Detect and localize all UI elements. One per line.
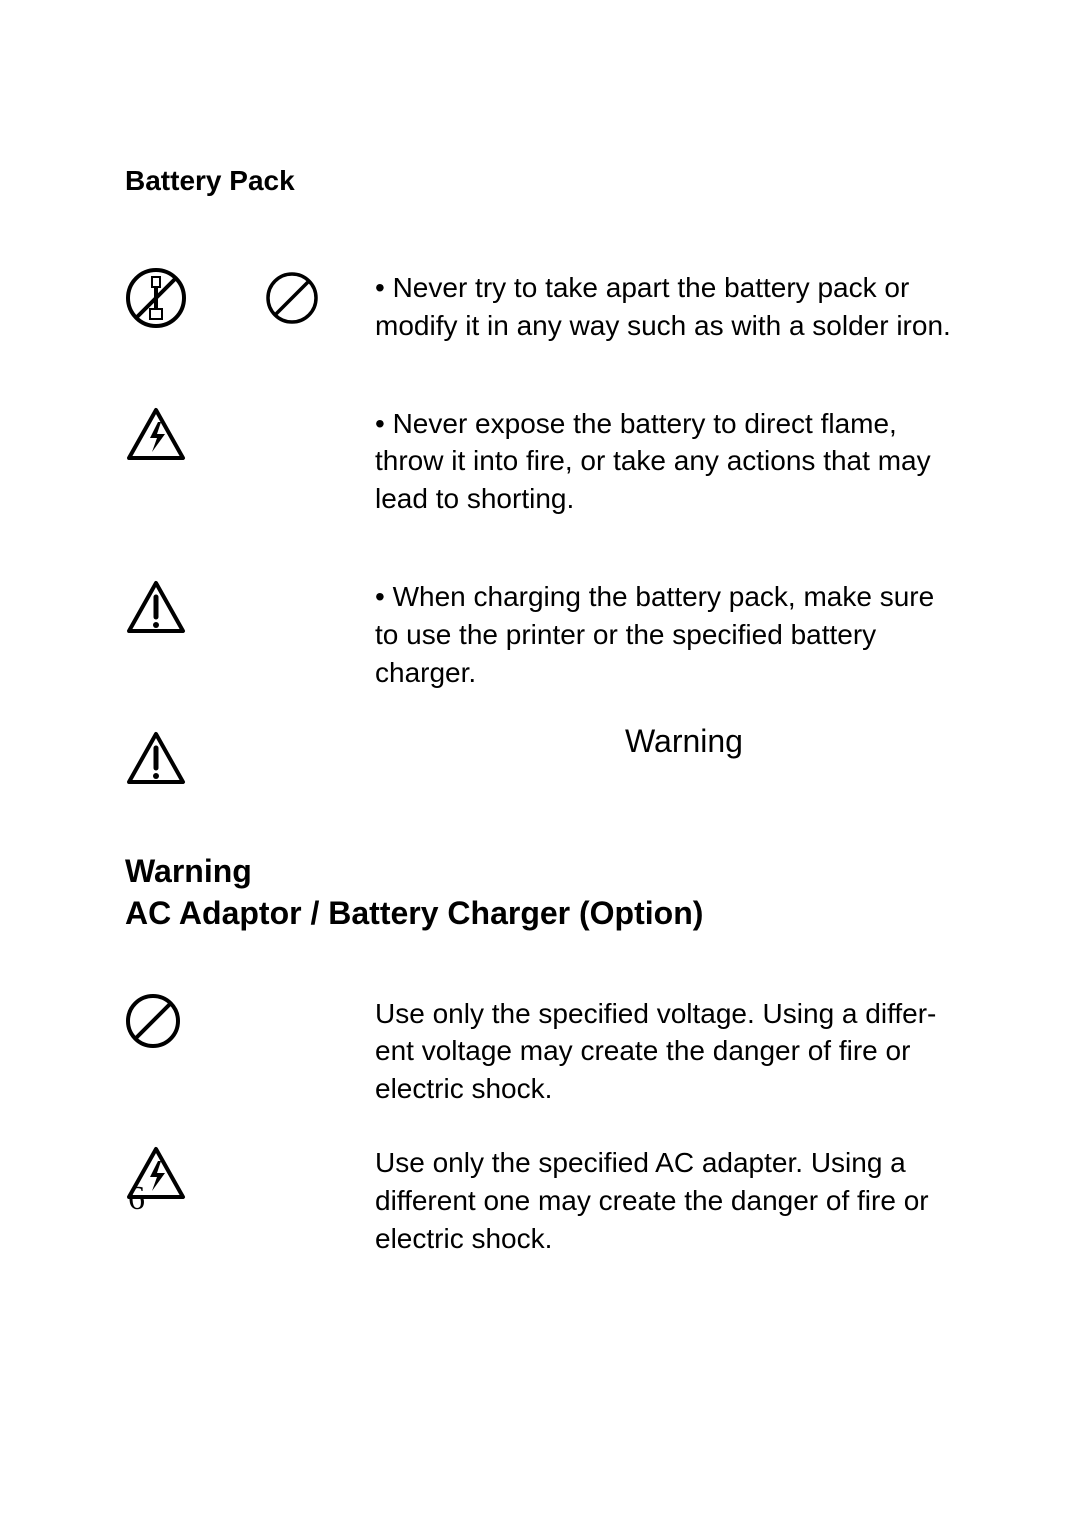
shock-warning-icon xyxy=(125,403,187,465)
adaptor-item-2: Use only the specified AC adapter. Using… xyxy=(125,1142,955,1257)
icon-column xyxy=(125,993,375,1049)
icon-column xyxy=(125,576,375,638)
icon-column xyxy=(125,727,375,789)
no-disassemble-icon xyxy=(125,267,187,329)
battery-item-2: • Never expose the battery to direct fla… xyxy=(125,403,955,518)
caution-icon xyxy=(125,727,187,789)
icon-column xyxy=(125,1142,375,1204)
adaptor-section: Warning AC Adaptor / Battery Charger (Op… xyxy=(125,851,955,1257)
battery-item-3-text: • When charging the battery pack, make s… xyxy=(375,576,955,691)
icon-column xyxy=(125,403,375,465)
prohibition-icon xyxy=(125,993,181,1049)
battery-section: Battery Pack xyxy=(125,165,955,789)
page-number: 6 xyxy=(128,1180,145,1218)
page-content: Battery Pack xyxy=(125,165,955,1315)
battery-item-2-text: • Never expose the battery to direct fla… xyxy=(375,403,955,518)
battery-item-1: • Never try to take apart the battery pa… xyxy=(125,267,955,345)
adaptor-item-1-text: Use only the specified voltage. Using a … xyxy=(375,993,955,1108)
adaptor-title-line1: Warning xyxy=(125,853,252,889)
battery-item-1-text: • Never try to take apart the battery pa… xyxy=(375,267,955,345)
adaptor-item-1: Use only the specified voltage. Using a … xyxy=(125,993,955,1108)
icon-column xyxy=(125,267,375,329)
adaptor-title-line2: AC Adaptor / Battery Charger (Option) xyxy=(125,895,703,931)
caution-icon xyxy=(125,576,187,638)
battery-item-3: • When charging the battery pack, make s… xyxy=(125,576,955,691)
warning-label: Warning xyxy=(625,723,743,760)
adaptor-item-2-text: Use only the specified AC adapter. Using… xyxy=(375,1142,955,1257)
warning-row: Warning xyxy=(125,727,955,789)
adaptor-title: Warning AC Adaptor / Battery Charger (Op… xyxy=(125,851,955,934)
prohibition-icon xyxy=(265,271,319,325)
battery-title: Battery Pack xyxy=(125,165,955,197)
